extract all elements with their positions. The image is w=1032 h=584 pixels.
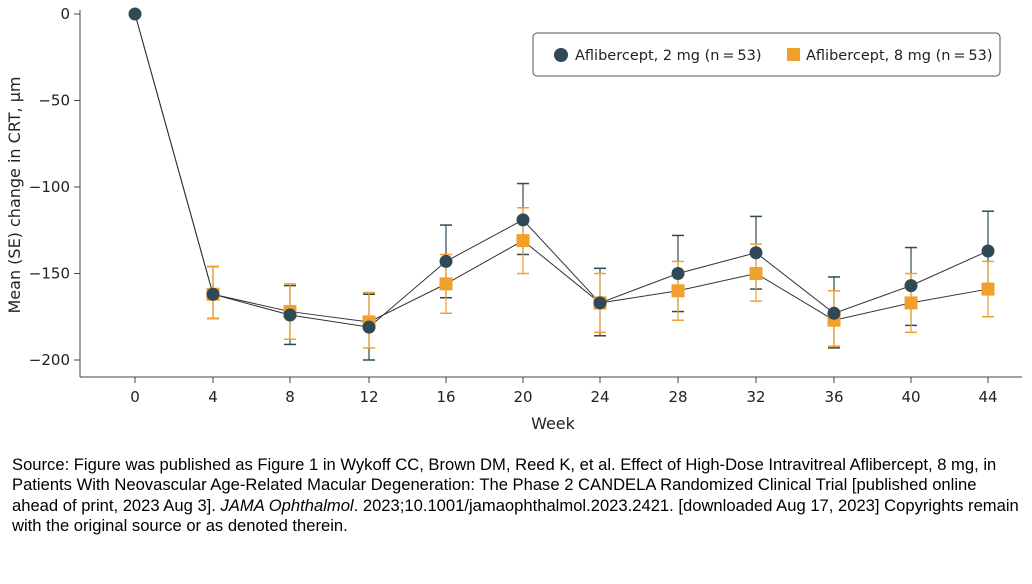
y-tick-label: −200 bbox=[29, 351, 70, 369]
chart-axes: 0 −50 −100 −150 −200 0 4 8 12 16 20 24 28 32 36 40 44 bbox=[29, 5, 1022, 406]
y-tick-label: −150 bbox=[29, 265, 70, 283]
point-2mg bbox=[283, 308, 297, 322]
x-tick-label: 44 bbox=[978, 388, 997, 406]
caption-text-2: . 2023;10.1001/jamaophthalmol.2023.2421.… bbox=[12, 495, 1019, 536]
y-tick-label: 0 bbox=[60, 5, 70, 23]
point-2mg bbox=[671, 267, 685, 280]
legend: Aflibercept, 2 mg (n = 53) Aflibercept, … bbox=[532, 32, 1001, 77]
point-8mg bbox=[671, 284, 685, 298]
point-2mg bbox=[516, 213, 530, 227]
x-tick-label: 24 bbox=[590, 388, 609, 406]
y-tick-label: −50 bbox=[38, 92, 70, 110]
caption-text-1: Source: Figure was published as Figure 1… bbox=[12, 455, 997, 515]
x-tick-label: 28 bbox=[668, 388, 687, 406]
point-8mg bbox=[981, 282, 995, 296]
line-chart: 0 −50 −100 −150 −200 0 4 8 12 16 20 24 28 32 36 40 44 Af… bbox=[5, 5, 1022, 433]
point-2mg bbox=[593, 296, 607, 310]
x-tick-label: 20 bbox=[513, 388, 532, 406]
point-8mg bbox=[749, 267, 763, 280]
x-tick-label: 4 bbox=[208, 388, 218, 406]
series-line-0 bbox=[134, 13, 989, 328]
x-tick-label: 16 bbox=[436, 388, 455, 406]
x-tick-label: 8 bbox=[285, 388, 295, 406]
point-2mg bbox=[827, 306, 841, 320]
point-2mg bbox=[749, 246, 763, 260]
series-line-1 bbox=[134, 13, 989, 323]
caption-journal: JAMA Ophthalmol bbox=[220, 495, 354, 515]
x-axis-title: Week bbox=[531, 414, 576, 433]
x-tick-label: 0 bbox=[130, 388, 140, 406]
x-tick-label: 40 bbox=[901, 388, 920, 406]
point-2mg bbox=[206, 287, 220, 301]
point-2mg bbox=[439, 254, 453, 268]
x-tick-label: 36 bbox=[824, 388, 843, 406]
x-tick-label: 12 bbox=[359, 388, 378, 406]
legend-marker-8mg bbox=[787, 48, 800, 61]
point-2mg bbox=[362, 320, 376, 334]
y-tick-label: −100 bbox=[29, 178, 70, 196]
point-8mg bbox=[904, 296, 918, 310]
legend-label-2mg: Aflibercept, 2 mg (n = 53) bbox=[575, 48, 762, 64]
x-tick-label: 32 bbox=[746, 388, 765, 406]
series-lines bbox=[134, 13, 989, 328]
point-2mg bbox=[904, 279, 918, 293]
error-bars bbox=[207, 182, 994, 361]
point-2mg bbox=[128, 7, 142, 21]
legend-marker-2mg bbox=[554, 48, 568, 62]
point-2mg bbox=[981, 244, 995, 258]
point-8mg bbox=[439, 277, 453, 291]
y-axis-title: Mean (SE) change in CRT, µm bbox=[5, 77, 24, 314]
point-8mg bbox=[516, 234, 530, 248]
legend-box bbox=[532, 32, 1001, 77]
data-markers bbox=[128, 7, 995, 334]
legend-label-8mg: Aflibercept, 8 mg (n = 53) bbox=[806, 48, 993, 64]
source-caption: Source: Figure was published as Figure 1… bbox=[12, 455, 1027, 537]
